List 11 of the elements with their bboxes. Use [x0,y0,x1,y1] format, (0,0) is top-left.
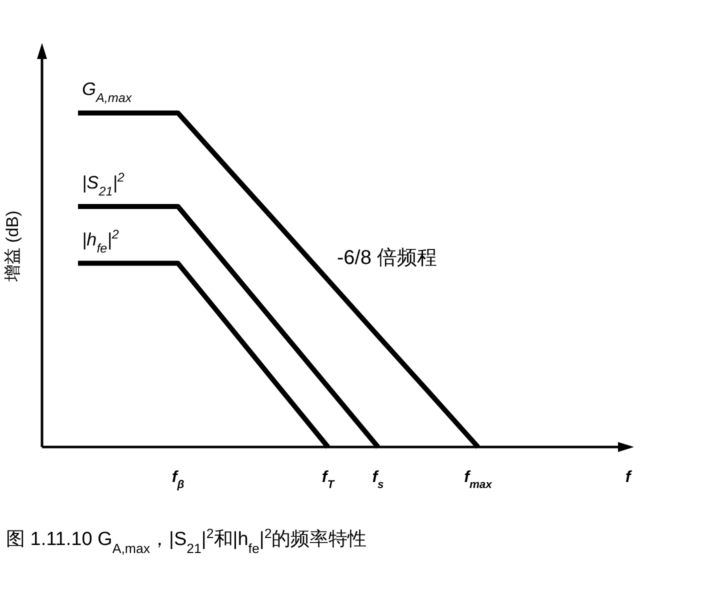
x-axis-title: f [625,469,632,486]
series-label: |h$_{fe}$|$^{2}$ [82,227,119,256]
x-tick-label: f$_{s}$ [372,469,384,491]
series-label: |S$_{21}$|$^{2}$ [82,170,124,199]
annotation: -6/8 倍频程 [337,247,438,269]
x-tick-label: f$_{β}$ [172,469,184,491]
text: 图 1.11.10 G$_{A,max}$，|S$_{21}$|$^{2}$和|h$_{fe}$|$^{2}$的频率特性 [6,526,367,556]
y-axis-title: 增益 (dB) [3,210,22,282]
series-label: G$_{A,max}$ [82,79,132,105]
x-tick-label: f$_{max}$ [464,469,493,491]
x-tick-label: f$_{T}$ [322,469,336,491]
